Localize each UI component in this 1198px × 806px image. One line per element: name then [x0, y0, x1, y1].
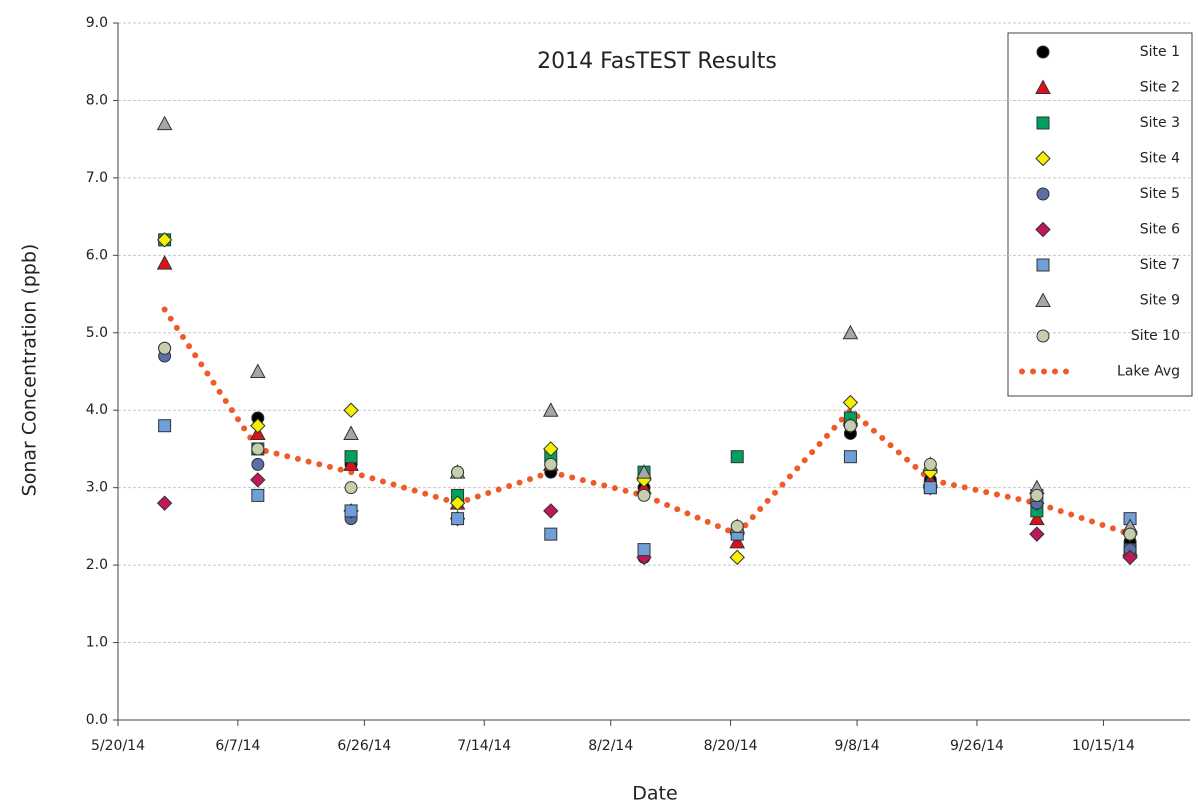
- marker: [923, 481, 937, 495]
- y-tick-label: 2.0: [86, 557, 108, 573]
- legend-swatch: [1036, 329, 1050, 343]
- marker: [158, 419, 172, 433]
- marker: [343, 425, 359, 440]
- legend-label: Site 4: [1140, 151, 1180, 167]
- marker: [1122, 549, 1138, 566]
- legend-swatch: [1036, 45, 1050, 59]
- marker: [343, 456, 359, 471]
- marker: [451, 512, 465, 526]
- legend-swatch: [1035, 221, 1051, 238]
- marker: [343, 402, 359, 418]
- legend-label: Site 7: [1140, 257, 1180, 273]
- marker: [544, 457, 558, 471]
- marker: [156, 232, 173, 248]
- marker: [158, 341, 172, 355]
- y-tick-label: 6.0: [86, 247, 108, 263]
- marker: [543, 441, 559, 457]
- marker: [249, 363, 266, 378]
- y-tick-label: 3.0: [86, 480, 108, 496]
- marker: [542, 402, 559, 417]
- marker: [637, 543, 651, 557]
- y-tick-label: 5.0: [86, 325, 108, 341]
- x-tick-label: 10/15/14: [1072, 738, 1135, 754]
- marker: [1030, 488, 1044, 502]
- x-axis-label: Date: [632, 783, 677, 805]
- marker: [344, 504, 358, 518]
- marker: [544, 527, 558, 541]
- y-tick-label: 8.0: [86, 92, 108, 108]
- y-tick-label: 0.0: [86, 712, 108, 728]
- x-tick-label: 9/8/14: [835, 738, 880, 754]
- marker: [251, 442, 265, 456]
- y-axis-label: Sonar Concentration (ppb): [19, 244, 41, 497]
- marker: [1029, 510, 1045, 526]
- marker: [843, 419, 857, 433]
- marker: [543, 503, 559, 519]
- legend-label: Site 9: [1140, 293, 1180, 309]
- marker: [344, 481, 358, 495]
- marker: [451, 465, 465, 479]
- legend-label: Site 1: [1140, 44, 1180, 60]
- marker: [923, 457, 937, 471]
- marker: [156, 495, 173, 511]
- y-tick-label: 1.0: [86, 635, 108, 651]
- x-tick-label: 5/20/14: [91, 738, 145, 754]
- marker: [1029, 526, 1045, 542]
- marker: [250, 418, 266, 434]
- legend-swatch: [1036, 187, 1050, 201]
- chart-title: 2014 FasTEST Results: [537, 49, 777, 74]
- marker: [250, 472, 266, 488]
- marker: [730, 519, 744, 533]
- marker: [156, 115, 173, 131]
- marker: [843, 450, 857, 464]
- marker: [842, 394, 859, 411]
- legend-swatch: [1036, 258, 1050, 272]
- marker: [729, 549, 745, 566]
- legend-swatch: [1036, 116, 1050, 130]
- marker: [251, 457, 265, 471]
- legend-label: Site 3: [1140, 115, 1180, 131]
- legend-label: Lake Avg: [1117, 364, 1180, 380]
- marker: [251, 488, 265, 502]
- legend-label: Site 5: [1140, 186, 1180, 202]
- marker: [637, 488, 651, 502]
- y-tick-label: 7.0: [86, 170, 108, 186]
- legend-swatch: [1035, 150, 1051, 167]
- x-tick-label: 9/26/14: [950, 738, 1004, 754]
- marker: [156, 255, 173, 270]
- marker: [1123, 527, 1137, 541]
- x-tick-label: 6/26/14: [337, 738, 391, 754]
- legend-swatch: [1035, 79, 1051, 94]
- x-tick-label: 7/14/14: [457, 738, 511, 754]
- legend-label: Site 2: [1140, 80, 1180, 96]
- legend-swatch: [1035, 292, 1051, 307]
- marker: [636, 464, 652, 479]
- x-tick-label: 8/2/14: [588, 738, 633, 754]
- marker: [842, 324, 859, 340]
- y-tick-label: 9.0: [86, 15, 108, 31]
- x-tick-label: 6/7/14: [215, 738, 260, 754]
- marker: [344, 450, 358, 464]
- legend-label: Site 10: [1131, 328, 1180, 344]
- marker: [449, 495, 466, 511]
- x-tick-label: 8/20/14: [704, 738, 758, 754]
- y-tick-label: 4.0: [86, 402, 108, 418]
- marker: [730, 450, 744, 464]
- legend-label: Site 6: [1140, 222, 1180, 238]
